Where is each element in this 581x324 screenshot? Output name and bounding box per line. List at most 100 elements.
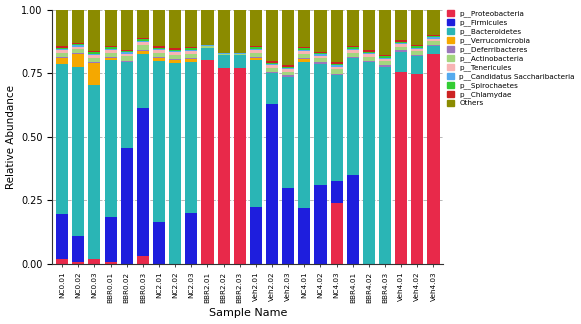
Bar [234,53,246,54]
Bar [250,57,262,58]
Bar [266,68,278,72]
Bar [428,46,440,54]
Bar [137,9,149,38]
Bar [137,108,149,256]
Bar [363,9,375,51]
Bar [137,42,149,45]
Bar [105,61,117,217]
X-axis label: Sample Name: Sample Name [209,308,287,318]
Bar [121,52,133,54]
Bar [105,47,117,49]
Bar [363,52,375,53]
Bar [153,61,165,222]
Bar [137,38,149,40]
Bar [153,58,165,61]
Bar [282,65,294,66]
Bar [298,47,310,48]
Bar [379,58,391,59]
Bar [72,53,84,54]
Bar [411,46,424,48]
Bar [411,49,424,51]
Bar [331,67,343,69]
Bar [169,63,181,264]
Bar [314,64,327,185]
Bar [185,214,198,264]
Bar [331,74,343,75]
Bar [88,259,101,264]
Bar [347,49,359,50]
Bar [56,51,68,53]
Bar [266,72,278,73]
Bar [395,51,407,52]
Bar [331,65,343,67]
Bar [217,55,229,68]
Bar [298,62,310,208]
Bar [234,54,246,55]
Bar [72,44,84,45]
Bar [105,50,117,52]
Bar [185,62,198,214]
Bar [250,61,262,207]
Bar [298,9,310,47]
Bar [347,46,359,47]
Bar [314,54,327,56]
Bar [56,214,68,259]
Bar [282,66,294,68]
Bar [169,51,181,52]
Bar [395,52,407,72]
Bar [105,58,117,61]
Bar [363,53,375,54]
Bar [202,48,213,61]
Bar [347,175,359,264]
Bar [88,62,101,63]
Bar [121,51,133,52]
Bar [395,44,407,47]
Bar [266,64,278,65]
Bar [298,208,310,264]
Bar [121,56,133,61]
Bar [105,261,117,264]
Bar [266,65,278,68]
Bar [266,104,278,264]
Bar [169,59,181,60]
Bar [314,52,327,53]
Bar [282,77,294,188]
Bar [185,50,198,51]
Bar [72,261,84,264]
Bar [411,74,424,264]
Bar [217,53,229,54]
Bar [250,47,262,49]
Bar [105,217,117,261]
Bar [331,64,343,65]
Bar [411,9,424,45]
Bar [331,203,343,264]
Bar [250,46,262,47]
Bar [428,39,440,41]
Bar [250,50,262,52]
Bar [56,49,68,51]
Bar [331,181,343,203]
Bar [137,45,149,50]
Bar [121,50,133,51]
Bar [379,55,391,56]
Bar [282,68,294,69]
Bar [153,49,165,51]
Bar [282,188,294,264]
Bar [137,256,149,264]
Bar [411,45,424,46]
Bar [282,69,294,72]
Bar [428,9,440,35]
Bar [56,46,68,48]
Bar [121,9,133,50]
Bar [411,48,424,49]
Bar [72,47,84,49]
Bar [379,59,391,62]
Bar [234,68,246,264]
Bar [298,48,310,50]
Bar [153,9,165,46]
Bar [217,54,229,55]
Bar [411,56,424,74]
Bar [266,63,278,64]
Bar [56,9,68,46]
Bar [331,69,343,74]
